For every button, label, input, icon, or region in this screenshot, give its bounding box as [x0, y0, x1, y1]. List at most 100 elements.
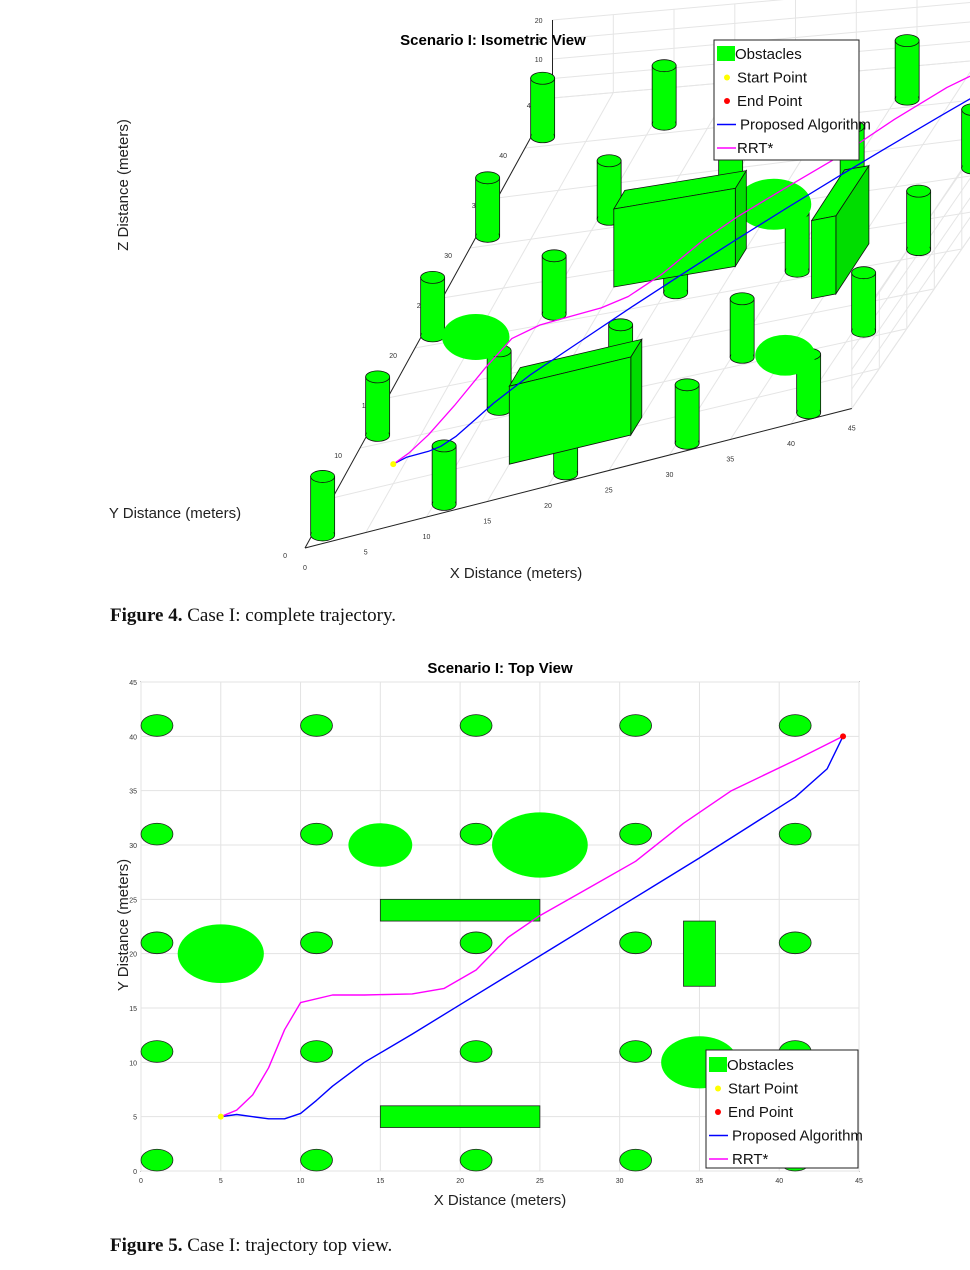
cylinder-fill	[433, 445, 456, 505]
cylinder-top	[541, 249, 567, 263]
figure-4-caption: Figure 4. Case I: complete trajectory.	[110, 605, 396, 627]
start-point-marker	[217, 1113, 224, 1120]
back-wall-gridline	[552, 2, 970, 40]
cylinder-top	[420, 270, 446, 284]
back-wall-gridline	[552, 0, 785, 21]
y-tick-label: 15	[129, 1006, 137, 1013]
y-tick-label: 10	[334, 453, 342, 460]
y-tick-label: 35	[129, 789, 137, 796]
box-front	[811, 215, 837, 300]
x-tick-label: 15	[376, 1178, 384, 1185]
circle-obstacle	[348, 823, 413, 867]
figure-4-isometric-chart: 0510152025303540450510152025303540450510…	[109, 0, 970, 582]
cylinder-top	[608, 318, 634, 332]
cylinder-obstacle	[140, 822, 174, 846]
side-wall-gridline	[851, 197, 970, 370]
x-tick-label: 25	[536, 1178, 544, 1185]
x-tick-label: 5	[219, 1178, 223, 1185]
cylinder-fill	[311, 476, 334, 535]
cylinder-top	[475, 171, 501, 185]
cylinder-obstacle	[778, 822, 812, 846]
x-tick-label: 25	[605, 488, 613, 495]
legend-label: Start Point	[728, 1081, 799, 1098]
x-tick-label: 30	[666, 472, 674, 479]
cylinder-top	[310, 470, 336, 483]
cylinder-obstacle	[778, 714, 812, 737]
cylinder-fill	[786, 212, 809, 272]
cylinder-obstacle	[300, 822, 333, 846]
legend-swatch-end	[724, 98, 730, 104]
y-tick-label: 25	[129, 897, 137, 904]
legend-swatch-end	[715, 1109, 721, 1115]
caption-text: Case I: complete trajectory.	[187, 605, 396, 626]
side-wall-gridline	[851, 216, 970, 390]
x-tick-label: 40	[787, 441, 795, 448]
box-front	[508, 356, 632, 465]
legend-label: End Point	[737, 93, 803, 110]
x-tick-label: 20	[544, 503, 552, 510]
disc-obstacle	[755, 334, 816, 376]
cylinder-top	[530, 71, 556, 85]
legend-swatch-obstacles	[717, 46, 735, 61]
y-axis-label: Y Distance (meters)	[109, 505, 241, 522]
cylinder-obstacle	[459, 1040, 493, 1063]
isometric-obstacles	[310, 34, 970, 542]
x-tick-label: 35	[696, 1178, 704, 1185]
cylinder-top	[651, 59, 677, 73]
x-tick-label: 0	[303, 565, 307, 572]
caption-label: Figure 4.	[110, 605, 183, 626]
y-tick-label: 20	[389, 353, 397, 360]
y-tick-label: 0	[283, 553, 287, 560]
disc-obstacle	[442, 314, 510, 360]
cylinder-obstacle	[778, 931, 812, 955]
caption-text: Case I: trajectory top view.	[187, 1235, 393, 1256]
x-tick-label: 20	[456, 1178, 464, 1185]
cylinder-fill	[653, 65, 676, 125]
cylinder-obstacle	[140, 714, 174, 737]
z-axis-label: Z Distance (meters)	[115, 119, 132, 251]
rrt-path	[392, 75, 970, 465]
plot-area	[140, 681, 860, 1172]
disc-obstacle	[736, 178, 812, 230]
cylinder-fill	[731, 298, 754, 358]
floor-gridline-y	[497, 138, 970, 199]
side-wall-gridline	[851, 236, 970, 409]
cylinder-obstacle	[300, 1148, 333, 1172]
z-tick-label: 10	[535, 57, 543, 64]
x-tick-label: 30	[616, 1178, 624, 1185]
start-point-marker	[390, 461, 397, 468]
figure-5-caption: Figure 5. Case I: trajectory top view.	[110, 1235, 392, 1257]
y-tick-label: 40	[499, 153, 507, 160]
cylinder-fill	[366, 376, 389, 436]
floor-gridline-x	[365, 92, 614, 533]
y-axis-label: Y Distance (meters)	[115, 859, 132, 991]
legend: Obstacles Start Point End Point Proposed Al…	[713, 39, 871, 161]
cylinder-obstacle	[619, 931, 652, 955]
side-wall-gridline	[851, 158, 970, 331]
cylinder-top	[674, 378, 700, 392]
x-tick-label: 40	[775, 1178, 783, 1185]
legend-swatch-start	[724, 74, 730, 81]
cylinder-obstacle	[619, 822, 652, 846]
proposed-path	[393, 98, 970, 465]
x-tick-label: 45	[855, 1178, 863, 1185]
cylinder-obstacle	[140, 1148, 174, 1172]
cylinder-top	[729, 292, 755, 306]
circle-obstacle	[492, 812, 588, 878]
cylinder-obstacle	[300, 1040, 333, 1063]
z-tick-label: 20	[535, 18, 543, 25]
cylinder-obstacle	[619, 714, 652, 737]
cylinder-fill	[852, 272, 875, 332]
cylinder-obstacle	[300, 714, 333, 737]
box-obstacle	[379, 1105, 541, 1128]
cylinder-fill	[907, 191, 930, 250]
x-tick-label: 5	[364, 550, 368, 557]
cylinder-top	[906, 184, 932, 198]
y-tick-label: 30	[444, 253, 452, 260]
cylinder-obstacle	[459, 822, 493, 846]
legend-label: Obstacles	[727, 1057, 794, 1074]
cylinder-obstacle	[300, 931, 333, 955]
cylinder-obstacle	[140, 1040, 174, 1063]
x-tick-label: 45	[848, 426, 856, 433]
figure-5-top-view-chart: 0 5 10 15 20 25 30 35 40 45 0 5 10 15 20 25 30 35 40 45 Sce…	[115, 660, 863, 1209]
